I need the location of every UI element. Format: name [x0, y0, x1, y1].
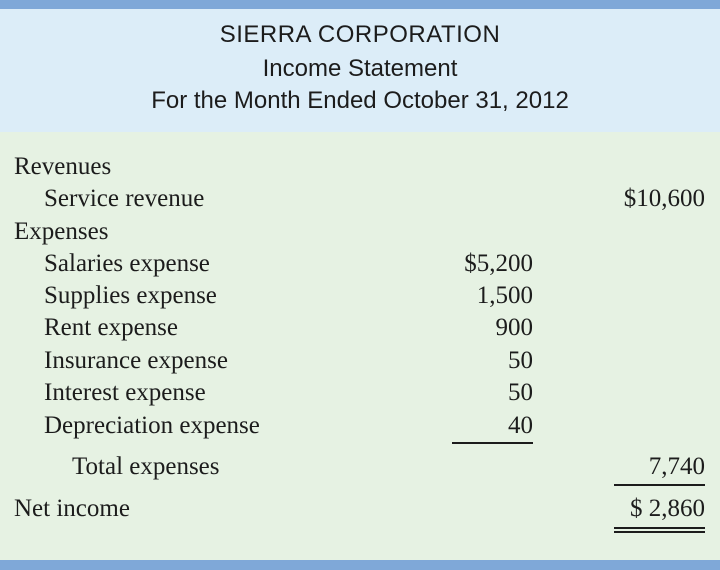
total-expenses-rule — [614, 484, 705, 486]
net-income-double-rule-top — [614, 527, 705, 529]
net-income-label: Net income — [14, 495, 130, 522]
bottom-border — [0, 560, 720, 570]
expense-amount-interest: 50 — [508, 379, 533, 406]
expense-label-rent: Rent expense — [44, 314, 178, 341]
expense-amount-rent: 900 — [495, 314, 534, 341]
statement-header: SIERRA CORPORATION Income Statement For … — [0, 9, 720, 132]
top-border — [0, 0, 720, 9]
net-income-double-rule-bottom — [614, 531, 705, 533]
net-income-amount: $ 2,860 — [630, 495, 705, 522]
expense-label-insurance: Insurance expense — [44, 347, 228, 374]
expense-amount-salaries: $5,200 — [464, 250, 533, 277]
company-name: SIERRA CORPORATION — [219, 21, 501, 48]
expense-label-supplies: Supplies expense — [44, 282, 217, 309]
expense-label-depreciation: Depreciation expense — [44, 412, 260, 439]
total-expenses-label: Total expenses — [72, 453, 220, 480]
expenses-subtotal-rule — [452, 442, 533, 444]
service-revenue-label: Service revenue — [44, 185, 205, 212]
statement-period: For the Month Ended October 31, 2012 — [151, 87, 569, 114]
expense-amount-depreciation: 40 — [508, 412, 533, 439]
expenses-heading: Expenses — [14, 218, 109, 245]
expense-amount-insurance: 50 — [508, 347, 533, 374]
statement-title: Income Statement — [262, 55, 458, 82]
expense-amount-supplies: 1,500 — [476, 282, 533, 309]
total-expenses-amount: 7,740 — [648, 453, 705, 480]
service-revenue-amount: $10,600 — [623, 185, 705, 212]
expense-label-salaries: Salaries expense — [44, 250, 210, 277]
statement-body: Revenues Service revenue $10,600 Expense… — [0, 132, 720, 560]
revenues-heading: Revenues — [14, 153, 112, 180]
expense-label-interest: Interest expense — [44, 379, 206, 406]
